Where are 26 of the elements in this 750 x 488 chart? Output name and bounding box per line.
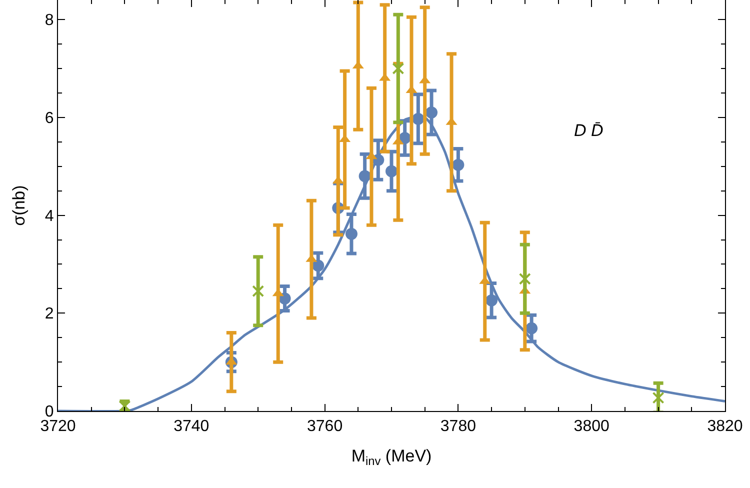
annotation: D D̄ [574,121,604,140]
x-tick-label: 3780 [440,418,476,436]
point [345,228,358,240]
point [452,158,464,171]
x-tick-label: 3800 [574,418,610,436]
point [652,392,664,404]
x-tick-label: 3740 [174,418,210,436]
x-tick-label: 3720 [40,418,76,436]
y-tick-label: 0 [44,404,54,421]
y-tick-label: 6 [44,110,54,128]
point [386,165,398,178]
point [426,106,438,119]
y-tick-label: 4 [44,208,54,225]
point [252,285,264,298]
x-tick-label: 3820 [707,418,743,436]
point [358,170,371,182]
x-tick-label: 3760 [307,418,343,436]
point [486,294,498,306]
point [518,272,531,285]
y-tick-label: 8 [44,12,54,30]
point [526,322,538,334]
x-axis-title: M$_{inv}$ (MeV) [351,446,432,468]
point [312,260,324,272]
point [392,62,404,74]
y-tick-label: 2 [44,306,54,323]
y-axis-title: σ(nb) [9,185,28,226]
